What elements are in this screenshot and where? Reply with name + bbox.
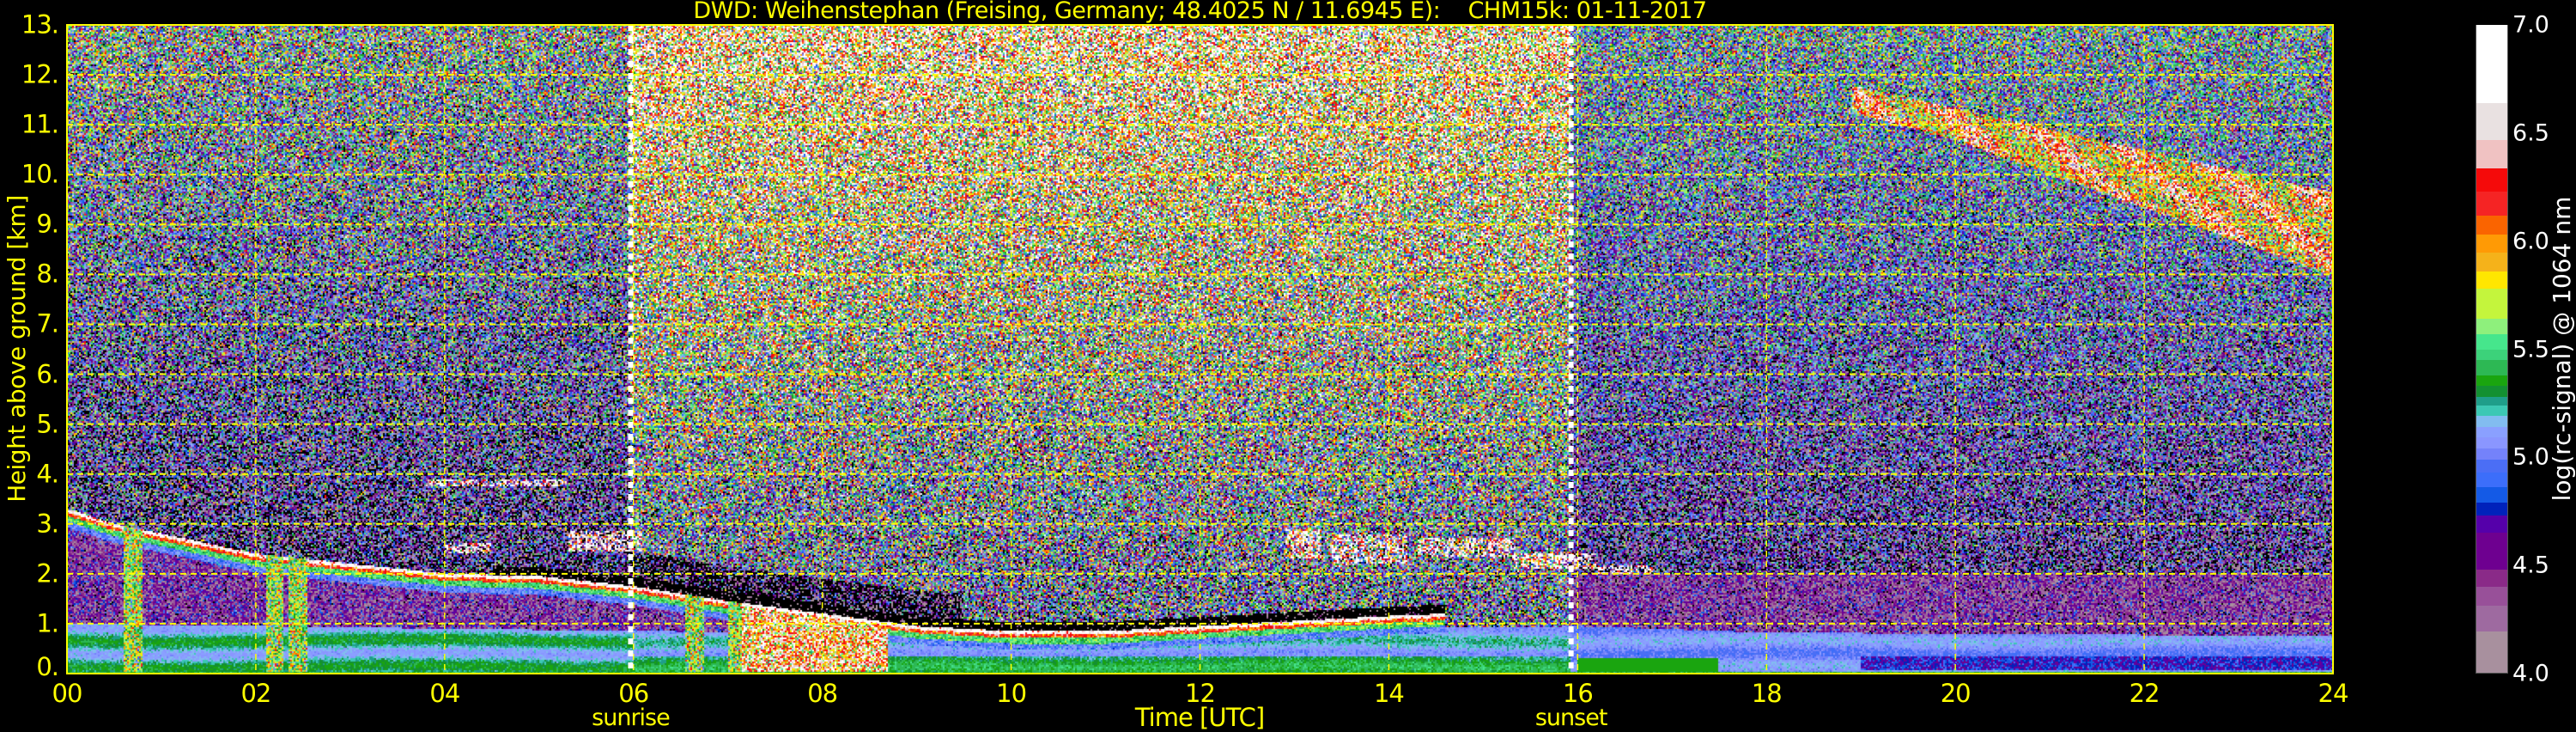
- colorbar-segment: [2476, 485, 2507, 503]
- colorbar-segment: [2476, 332, 2507, 350]
- y-tick-label: 5.: [36, 409, 59, 439]
- colorbar-tick-label: 5.5: [2512, 336, 2549, 363]
- y-tick-label: 0.: [36, 651, 59, 681]
- colorbar-tick-label: 6.5: [2512, 119, 2549, 147]
- x-tick-label: 16: [1562, 679, 1594, 708]
- colorbar-label: log(rc-signal) @ 1064 nm: [2548, 196, 2576, 502]
- colorbar-segment: [2476, 24, 2507, 104]
- y-tick-label: 7.: [36, 308, 59, 339]
- plot-frame: [66, 24, 2334, 674]
- x-tick-label: 04: [429, 679, 460, 708]
- colorbar-segment: [2476, 138, 2507, 168]
- colorbar-segment: [2476, 414, 2507, 427]
- colorbar-segment: [2476, 167, 2507, 192]
- colorbar-segment: [2476, 471, 2507, 488]
- y-axis-label: Height above ground [km]: [3, 195, 31, 503]
- sunrise-label: sunrise: [592, 705, 671, 731]
- y-tick-label: 9.: [36, 209, 59, 239]
- colorbar-segment: [2476, 404, 2507, 417]
- colorbar-segment: [2476, 214, 2507, 235]
- chart-title: DWD: Weihenstephan (Freising, Germany; 4…: [693, 0, 1707, 24]
- colorbar-segment: [2476, 190, 2507, 216]
- colorbar-segment: [2476, 287, 2507, 320]
- colorbar-segment: [2476, 630, 2507, 673]
- y-tick-label: 2.: [36, 558, 59, 589]
- colorbar-segment: [2476, 317, 2507, 334]
- colorbar-segment: [2476, 501, 2507, 515]
- plot-area: [66, 24, 2334, 674]
- y-tick-label: 10.: [21, 159, 59, 189]
- colorbar-segment: [2476, 531, 2507, 570]
- colorbar-tick-label: 5.0: [2512, 443, 2549, 471]
- colorbar-tick-label: 6.0: [2512, 228, 2549, 255]
- colorbar-segment: [2476, 604, 2507, 632]
- colorbar-segment: [2476, 436, 2507, 448]
- colorbar-segment: [2476, 270, 2507, 290]
- sunset-label: sunset: [1534, 705, 1608, 731]
- y-tick-label: 8.: [36, 259, 59, 289]
- colorbar-segment: [2476, 514, 2507, 533]
- y-tick-label: 4.: [36, 459, 59, 489]
- grid-overlay: [66, 24, 2334, 674]
- colorbar-segment: [2476, 101, 2507, 141]
- colorbar-segment: [2476, 568, 2507, 587]
- colorbar-segment: [2476, 358, 2507, 375]
- colorbar-segment: [2476, 233, 2507, 253]
- colorbar-segment: [2476, 251, 2507, 272]
- colorbar-tick-label: 7.0: [2512, 11, 2549, 39]
- colorbar-segment: [2476, 348, 2507, 361]
- colorbar-segment: [2476, 395, 2507, 406]
- colorbar-segment: [2476, 425, 2507, 438]
- colorbar-segment: [2476, 447, 2507, 460]
- x-tick-label: 06: [618, 679, 649, 708]
- y-tick-label: 6.: [36, 359, 59, 389]
- x-tick-label: 22: [2129, 679, 2160, 708]
- y-tick-label: 1.: [36, 608, 59, 638]
- colorbar-segment: [2476, 585, 2507, 607]
- y-tick-label: 12.: [21, 59, 59, 89]
- x-tick-label: 02: [240, 679, 271, 708]
- y-tick-label: 13.: [21, 9, 59, 40]
- x-tick-label: 20: [1940, 679, 1971, 708]
- x-tick-label: 12: [1185, 679, 1216, 708]
- x-tick-label: 10: [996, 679, 1027, 708]
- colorbar-segment: [2476, 374, 2507, 387]
- colorbar: [2476, 24, 2508, 674]
- colorbar-segment: [2476, 384, 2507, 397]
- y-tick-label: 3.: [36, 509, 59, 539]
- colorbar-tick-label: 4.0: [2512, 660, 2549, 687]
- colorbar-segment: [2476, 458, 2507, 473]
- colorbar-tick-label: 4.5: [2512, 552, 2549, 579]
- x-tick-label: 24: [2318, 679, 2349, 708]
- x-tick-label: 14: [1373, 679, 1405, 708]
- x-tick-label: 18: [1751, 679, 1783, 708]
- y-tick-label: 11.: [21, 109, 59, 139]
- x-axis-label: Time [UTC]: [1134, 703, 1265, 732]
- x-tick-label: 08: [807, 679, 838, 708]
- x-tick-label: 00: [52, 679, 83, 708]
